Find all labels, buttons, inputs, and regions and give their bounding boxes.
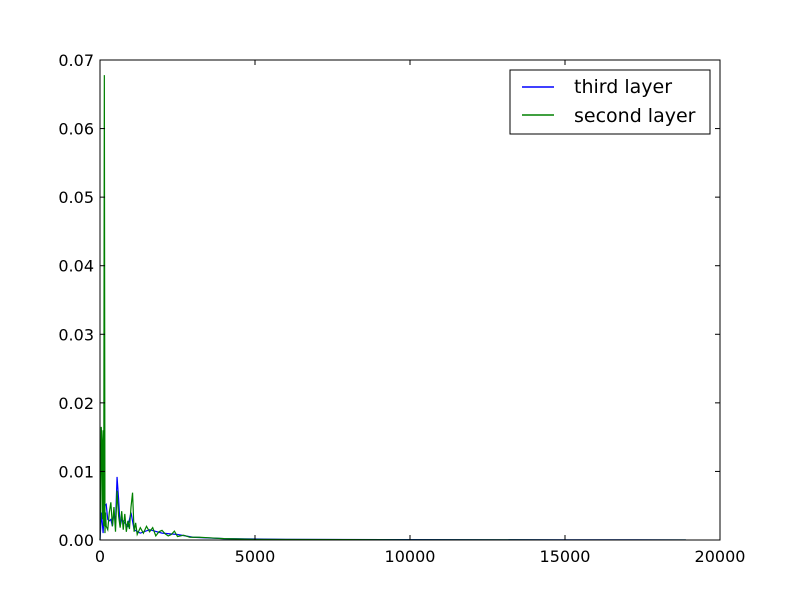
plot-area — [100, 60, 720, 540]
legend-frame — [509, 69, 711, 135]
y-tick-label: 0.05 — [58, 188, 94, 207]
y-tick-label: 0.01 — [58, 462, 94, 481]
y-tick-label: 0.03 — [58, 325, 94, 344]
y-tick-label: 0.02 — [58, 394, 94, 413]
legend-label-third-layer: third layer — [574, 76, 672, 98]
series-layer — [99, 75, 686, 541]
x-tick-label: 15000 — [540, 547, 591, 566]
y-tick-label: 0.06 — [58, 120, 94, 139]
y-tick-label: 0.00 — [58, 531, 94, 550]
y-tick-label: 0.07 — [58, 51, 94, 70]
x-tick-label: 10000 — [385, 547, 436, 566]
ticks-layer: 0 5000 10000 15000 20000 0.00 0.01 0.02 0.03 0.04… — [58, 51, 745, 566]
x-tick-label: 0 — [95, 547, 105, 566]
y-tick-label: 0.04 — [58, 257, 94, 276]
legend: third layer second layer — [509, 69, 711, 135]
x-tick-label: 5000 — [235, 547, 276, 566]
series-line-second-layer — [99, 75, 686, 541]
x-tick-label: 20000 — [695, 547, 746, 566]
legend-label-second-layer: second layer — [574, 105, 696, 127]
